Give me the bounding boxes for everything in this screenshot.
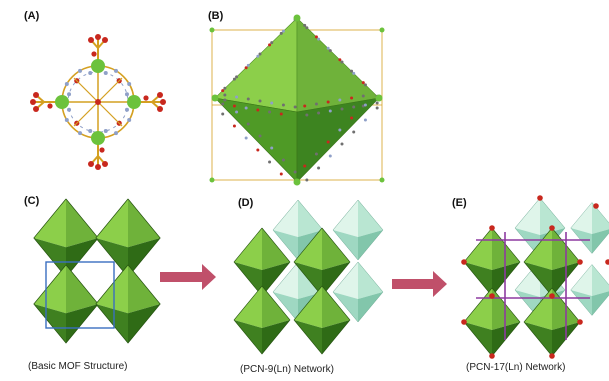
panel-a-cluster (29, 33, 167, 171)
panel-c-label: (C) (24, 195, 40, 207)
panel-d-label: (D) (238, 197, 254, 209)
panel-a-ligand-bottom (87, 141, 109, 171)
panel-e-caption: (PCN-17(Ln) Network) (466, 362, 566, 373)
panel-a-ligand-right (137, 91, 167, 113)
panel-a-metal-right (127, 95, 141, 109)
panel-c-unit-cell (45, 261, 115, 329)
panel-e-linkers (476, 232, 590, 340)
panel-a-metal-left (55, 95, 69, 109)
panel-b-framework-atoms (221, 18, 379, 182)
panel-a-metal-bottom (91, 131, 105, 145)
panel-a-metal-top (91, 59, 105, 73)
panel-a-center-oxygen (95, 99, 101, 105)
panel-a-ligand-top (87, 33, 109, 63)
panel-b-octahedron (209, 14, 385, 186)
panel-a-ligand-left (29, 91, 59, 113)
panel-c-mof (33, 198, 161, 344)
panel-b-label: (B) (208, 10, 224, 22)
panel-c-caption: (Basic MOF Structure) (28, 361, 128, 372)
panel-a-label: (A) (24, 10, 40, 22)
panel-e-network (461, 195, 609, 359)
panel-c-octahedron-4 (95, 264, 161, 344)
panel-c-octahedron-3 (33, 264, 99, 344)
arrow-c-to-d (160, 264, 216, 290)
panel-e-oxygen-atoms (461, 195, 609, 359)
panel-e-label: (E) (452, 197, 467, 209)
panel-d-caption: (PCN-9(Ln) Network) (240, 364, 334, 375)
panel-d-network (233, 199, 384, 355)
arrow-d-to-e (392, 271, 447, 297)
